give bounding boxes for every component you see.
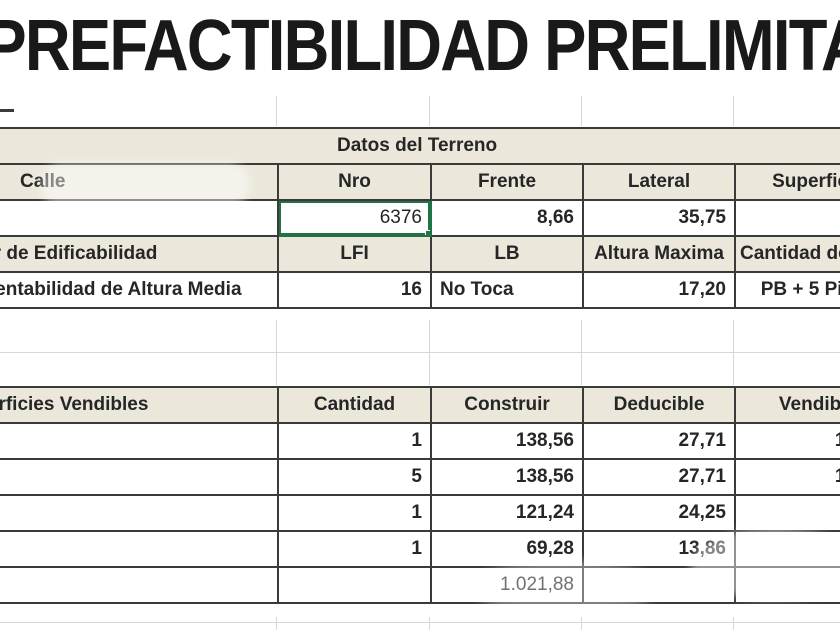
header-cell[interactable]: Frente xyxy=(430,163,584,201)
selected-cell[interactable]: 6376 xyxy=(277,199,432,237)
header-cell[interactable]: LB xyxy=(430,235,584,273)
cell[interactable]: 16 xyxy=(277,271,432,309)
cell[interactable]: 35,75 xyxy=(582,199,736,237)
header-cell[interactable]: LFI xyxy=(277,235,432,273)
cell[interactable] xyxy=(0,530,279,568)
header-cell[interactable]: Nro xyxy=(277,163,432,201)
cell[interactable]: 5 xyxy=(277,458,432,496)
fill-handle[interactable] xyxy=(425,230,429,234)
cell[interactable] xyxy=(277,566,432,604)
cell[interactable]: 13,86 xyxy=(582,530,736,568)
header-cell[interactable]: Cantidad de Pisos xyxy=(733,235,840,273)
header-cell[interactable]: Vendible xyxy=(734,386,840,424)
cell[interactable]: PB + 5 Pisos xyxy=(733,271,840,309)
header-cell[interactable]: Deducible xyxy=(582,386,736,424)
cell[interactable]: 27,71 xyxy=(582,422,736,460)
cell[interactable]: 27,71 xyxy=(582,458,736,496)
header-cell[interactable]: Superficies Vendibles xyxy=(0,386,279,424)
cell[interactable] xyxy=(0,199,279,237)
page-title: PREFACTIBILIDAD PRELIMITAR xyxy=(0,6,840,86)
header-cell[interactable]: Lateral xyxy=(582,163,736,201)
header-cell[interactable]: Altura Maxima xyxy=(582,235,736,273)
cell[interactable] xyxy=(733,199,840,237)
empty-grid-strip xyxy=(0,617,840,630)
cell[interactable]: 69,28 xyxy=(430,530,584,568)
cell[interactable]: 8,66 xyxy=(430,199,584,237)
section-title-cell[interactable]: Datos del Terreno xyxy=(0,127,840,165)
cell[interactable]: 1 xyxy=(277,422,432,460)
header-cell[interactable]: Cantidad xyxy=(277,386,432,424)
superficies-vendibles-table: Superficies VendiblesCantidadConstruirDe… xyxy=(0,386,840,604)
gridline xyxy=(733,617,734,630)
cell[interactable]: 121,24 xyxy=(430,494,584,532)
cell[interactable]: 138,56 xyxy=(430,422,584,460)
gridline xyxy=(581,96,582,126)
cell[interactable]: 1.021,88 xyxy=(430,566,584,604)
gridline xyxy=(429,617,430,630)
cell[interactable] xyxy=(0,458,279,496)
header-cell[interactable]: Factor de Edificabilidad xyxy=(0,235,279,273)
cell[interactable]: 1 xyxy=(277,530,432,568)
cell[interactable]: 110,85 xyxy=(734,458,840,496)
cell[interactable] xyxy=(582,566,736,604)
cell[interactable] xyxy=(0,566,279,604)
cell[interactable]: 96,99 xyxy=(734,494,840,532)
cell[interactable] xyxy=(0,422,279,460)
cell[interactable] xyxy=(734,566,840,604)
cell[interactable]: 55,42 xyxy=(734,530,840,568)
cell[interactable] xyxy=(0,494,279,532)
empty-grid-strip xyxy=(0,96,840,126)
header-cell[interactable]: Superficie xyxy=(733,163,840,201)
gridline xyxy=(429,96,430,126)
terreno-table: Datos del Terreno Calle Nro Frente Lateral Su… xyxy=(0,127,840,309)
gridline xyxy=(276,617,277,630)
cell[interactable]: 17,20 xyxy=(582,271,736,309)
header-cell[interactable]: Calle xyxy=(0,163,279,201)
gridline xyxy=(0,352,840,353)
header-cell[interactable]: Construir xyxy=(430,386,584,424)
cell[interactable]: Sustentabilidad de Altura Media xyxy=(0,271,279,309)
cell[interactable]: 24,25 xyxy=(582,494,736,532)
empty-grid-strip xyxy=(0,320,840,385)
cell[interactable]: 1 xyxy=(277,494,432,532)
gridline xyxy=(0,622,840,623)
gridline xyxy=(276,96,277,126)
cell[interactable]: 110,85 xyxy=(734,422,840,460)
cell[interactable]: No Toca xyxy=(430,271,584,309)
cell[interactable]: 138,56 xyxy=(430,458,584,496)
border-artifact xyxy=(0,109,14,112)
gridline xyxy=(581,617,582,630)
gridline xyxy=(733,96,734,126)
